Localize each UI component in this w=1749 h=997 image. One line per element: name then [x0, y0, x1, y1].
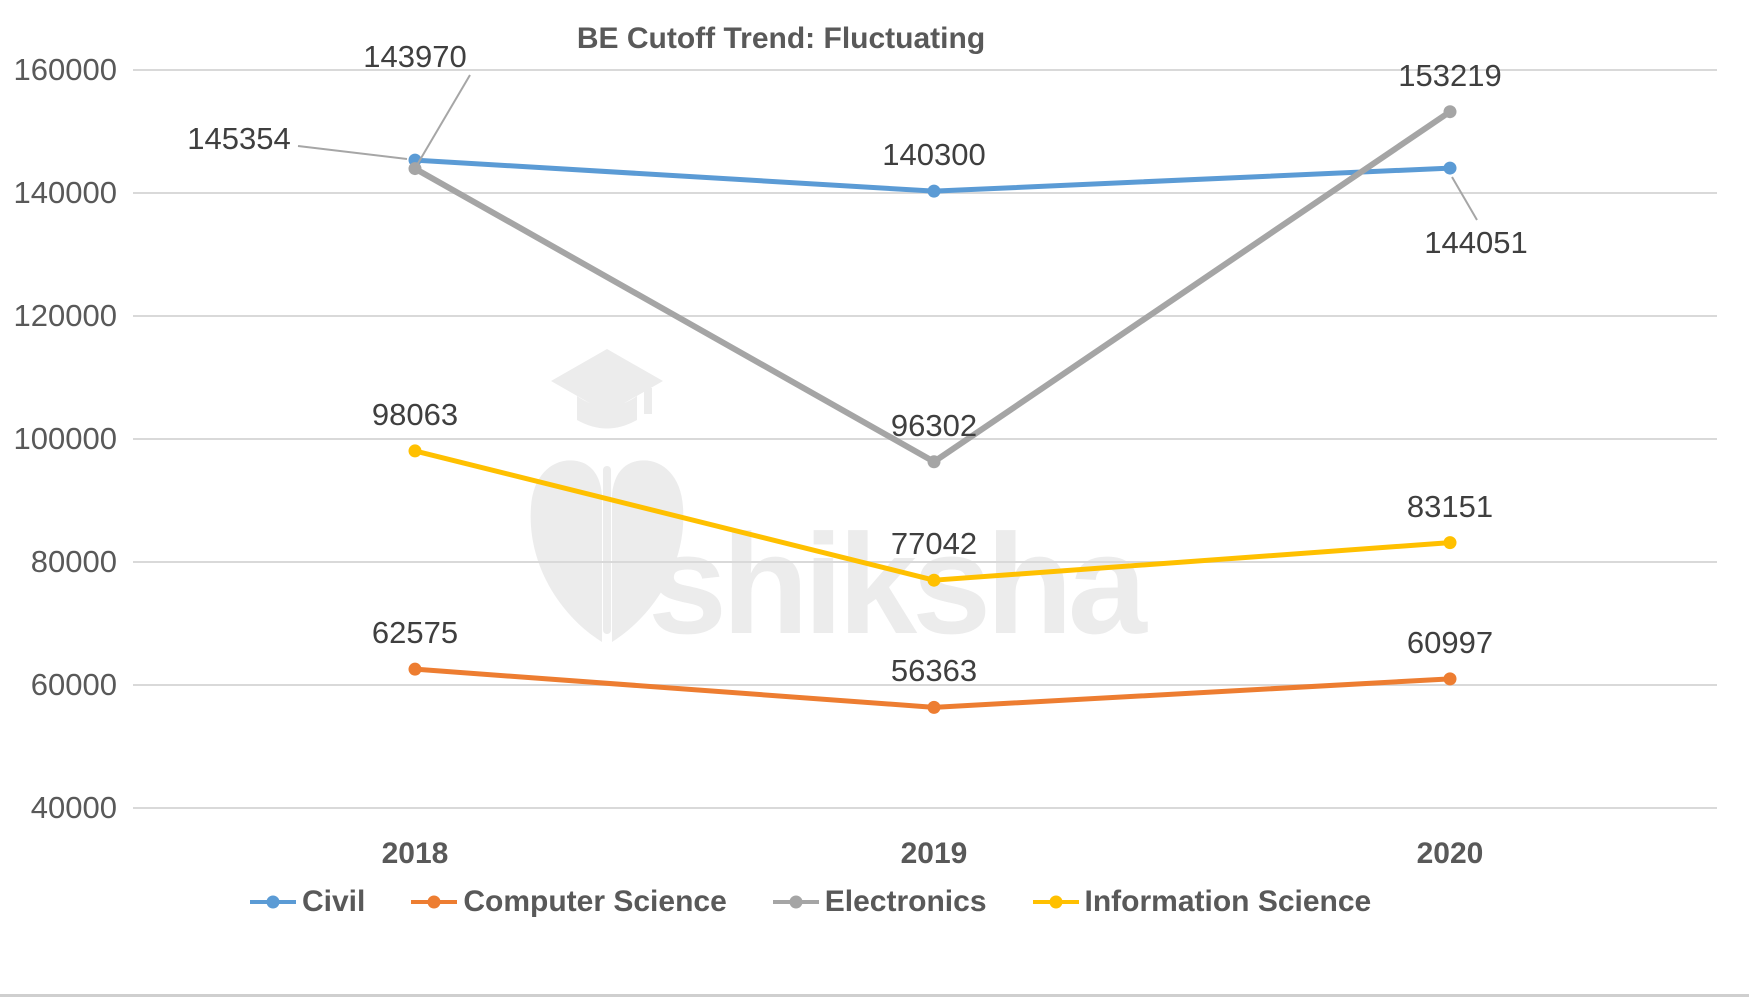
- legend-label: Information Science: [1084, 885, 1372, 918]
- data-point-marker: [1443, 161, 1457, 175]
- data-point-marker: [1443, 105, 1457, 119]
- legend-item: Electronics: [772, 885, 987, 919]
- y-tick-label: 120000: [13, 298, 117, 333]
- data-label: 83151: [1406, 488, 1494, 524]
- legend-marker-dot: [266, 895, 280, 909]
- data-point-marker: [408, 662, 422, 676]
- data-label: 140300: [882, 137, 986, 173]
- legend-marker-icon: [411, 895, 458, 909]
- data-point-marker: [408, 444, 422, 458]
- x-tick-label: 2019: [900, 837, 968, 870]
- legend-label: Computer Science: [463, 885, 727, 918]
- y-tick-label: 160000: [13, 52, 117, 87]
- legend-marker-icon: [1032, 895, 1079, 909]
- data-point-marker: [927, 573, 941, 587]
- series-layer: [408, 105, 1457, 714]
- bottom-edge-divider: [0, 994, 1749, 997]
- y-tick-label: 100000: [13, 421, 117, 456]
- legend-item: Computer Science: [411, 885, 727, 919]
- data-point-marker: [408, 162, 422, 176]
- legend-item: Civil: [250, 885, 365, 919]
- data-label: 143970: [363, 39, 467, 74]
- watermark-tassel: [644, 388, 652, 414]
- y-tick-label: 60000: [30, 667, 117, 702]
- data-label: 56363: [890, 653, 978, 689]
- leader-line: [297, 145, 408, 160]
- leader-layer: [297, 74, 1478, 221]
- data-label: 98063: [371, 396, 459, 432]
- data-point-marker: [927, 700, 941, 714]
- y-tick-label: 40000: [30, 790, 117, 825]
- legend-marker-dot: [789, 895, 803, 909]
- data-label: 96302: [890, 407, 978, 443]
- data-label: 62575: [371, 615, 459, 651]
- legend-marker-icon: [250, 895, 296, 909]
- data-label: 77042: [890, 526, 978, 562]
- data-point-marker: [927, 184, 941, 198]
- data-point-marker: [927, 455, 941, 469]
- legend-marker-dot: [427, 895, 441, 909]
- watermark-cap-base: [577, 396, 637, 429]
- legend-marker-dot: [1049, 895, 1063, 909]
- data-label: 153219: [1398, 57, 1502, 93]
- watermark-cap-icon: [551, 349, 663, 413]
- legend: Civil Computer Science Electronics Informat…: [250, 883, 1371, 921]
- data-point-marker: [1443, 536, 1457, 550]
- y-tick-label: 80000: [30, 544, 117, 579]
- data-label: 144051: [1424, 225, 1528, 260]
- leader-line: [1451, 176, 1478, 221]
- y-tick-label: 140000: [13, 175, 117, 210]
- data-label: 60997: [1406, 624, 1494, 660]
- watermark-nib-stem: [603, 466, 611, 634]
- chart-title: BE Cutoff Trend: Fluctuating: [576, 22, 986, 55]
- legend-marker-icon: [772, 895, 819, 909]
- data-label: 145354: [187, 121, 291, 156]
- x-tick-label: 2018: [381, 837, 449, 870]
- x-tick-label: 2020: [1416, 837, 1484, 870]
- watermark-nib-left: [530, 460, 602, 642]
- leader-line: [416, 74, 471, 166]
- legend-item: Information Science: [1032, 885, 1372, 919]
- legend-label: Electronics: [824, 885, 987, 918]
- legend-label: Civil: [302, 885, 366, 918]
- data-point-marker: [1443, 672, 1457, 686]
